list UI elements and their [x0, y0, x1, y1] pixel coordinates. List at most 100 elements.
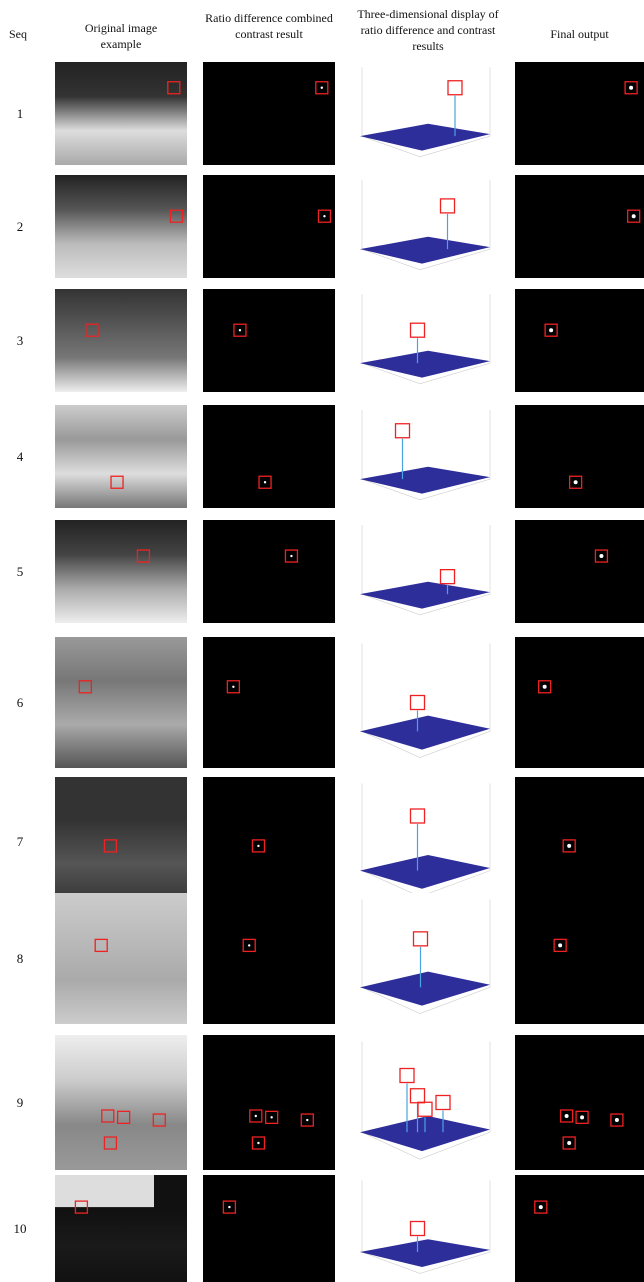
target-dot [580, 1115, 584, 1119]
header-display: Three-dimensional display of ratio diffe… [348, 6, 508, 54]
ratio-image [203, 175, 335, 278]
3d-plot [350, 637, 500, 768]
image [515, 175, 644, 278]
image [55, 175, 187, 278]
image [515, 777, 644, 907]
image [203, 62, 335, 165]
original-image [55, 1035, 187, 1170]
3d-plot [350, 1035, 500, 1170]
final-image [515, 893, 644, 1024]
final-image [515, 175, 644, 278]
image [55, 1035, 187, 1170]
image [55, 893, 187, 1024]
target-dot [574, 480, 578, 484]
image [515, 520, 644, 623]
image [203, 777, 335, 907]
3d-plot [350, 893, 500, 1024]
ratio-image [203, 893, 335, 1024]
target-dot [232, 686, 234, 688]
original-image [55, 520, 187, 623]
target-dot [599, 554, 603, 558]
final-image [515, 637, 644, 768]
target-dot [228, 1206, 230, 1208]
3d-plot [350, 62, 500, 165]
seq-label: 3 [8, 333, 32, 349]
image [203, 1175, 335, 1282]
seq-label: 5 [8, 564, 32, 580]
image [55, 289, 187, 392]
3d-plot [350, 405, 500, 508]
target-dot [323, 215, 325, 217]
original-image [55, 175, 187, 278]
target-dot [558, 943, 562, 947]
image [203, 1035, 335, 1170]
image [515, 289, 644, 392]
ratio-image [203, 62, 335, 165]
target-dot [632, 214, 636, 218]
ratio-image [203, 1035, 335, 1170]
image [515, 637, 644, 768]
target-dot [615, 1118, 619, 1122]
ratio-image [203, 289, 335, 392]
final-image [515, 1175, 644, 1282]
ratio-image [203, 1175, 335, 1282]
seq-label: 7 [8, 834, 32, 850]
image [515, 62, 644, 165]
target-dot [539, 1205, 543, 1209]
target-dot [629, 86, 633, 90]
seq-label: 8 [8, 951, 32, 967]
original-image [55, 777, 187, 907]
3d-plot [350, 175, 500, 278]
3d-plot [350, 520, 500, 623]
seq-label: 9 [8, 1095, 32, 1111]
image [203, 405, 335, 508]
target-dot [255, 1115, 257, 1117]
target-dot [543, 685, 547, 689]
target-dot [549, 328, 553, 332]
image [203, 520, 335, 623]
original-image [55, 637, 187, 768]
bright-region [55, 1175, 154, 1207]
3d-plot [350, 1175, 500, 1282]
target-dot [264, 481, 266, 483]
image [515, 1035, 644, 1170]
ratio-image [203, 777, 335, 907]
target-dot [567, 844, 571, 848]
image [55, 637, 187, 768]
target-dot [565, 1114, 569, 1118]
seq-label: 10 [8, 1221, 32, 1237]
final-image [515, 62, 644, 165]
image [515, 1175, 644, 1282]
seq-label: 1 [8, 106, 32, 122]
3d-plot [350, 289, 500, 392]
final-image [515, 520, 644, 623]
target-dot [321, 87, 323, 89]
ratio-image [203, 405, 335, 508]
header-ratio: Ratio difference combined contrast resul… [205, 10, 333, 42]
target-dot [306, 1119, 308, 1121]
ratio-image [203, 520, 335, 623]
image [55, 62, 187, 165]
original-image [55, 289, 187, 392]
image [203, 175, 335, 278]
final-image [515, 405, 644, 508]
image [203, 289, 335, 392]
header-original: Original image example [70, 20, 172, 52]
page: Seq Original image example Ratio differe… [0, 0, 644, 1282]
original-image [55, 893, 187, 1024]
target-dot [257, 1142, 259, 1144]
ratio-image [203, 637, 335, 768]
3d-plot [350, 777, 500, 907]
image [203, 893, 335, 1024]
image [515, 893, 644, 1024]
target-dot [239, 329, 241, 331]
original-image [55, 405, 187, 508]
header-final: Final output [515, 26, 644, 42]
image [55, 520, 187, 623]
final-image [515, 1035, 644, 1170]
seq-label: 6 [8, 695, 32, 711]
final-image [515, 777, 644, 907]
image [55, 405, 187, 508]
image [55, 777, 187, 907]
target-dot [248, 944, 250, 946]
